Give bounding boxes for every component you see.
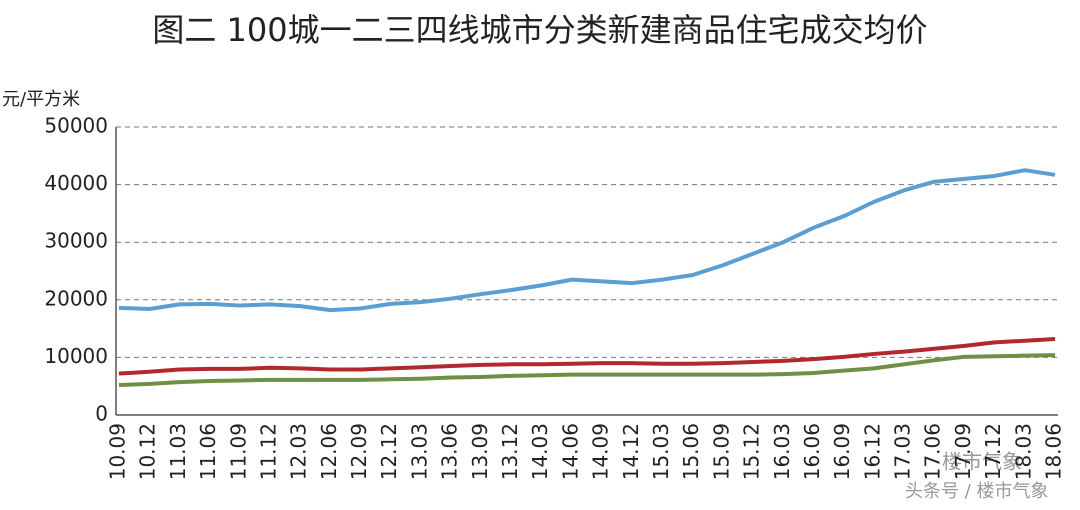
x-tick-label: 12.03 — [287, 423, 311, 480]
y-tick-label: 30000 — [44, 229, 108, 253]
x-tick-label: 11.03 — [166, 423, 190, 480]
x-tick-label: 13.06 — [438, 423, 462, 480]
x-tick-label: 17.06 — [921, 423, 945, 480]
x-tick-label: 11.06 — [196, 423, 220, 480]
line-series — [118, 168, 1056, 313]
x-tick-label: 15.09 — [709, 423, 733, 480]
x-tick-label: 12.09 — [347, 423, 371, 480]
x-tick-label: 13.09 — [468, 423, 492, 480]
x-tick-label: 12.06 — [317, 423, 341, 480]
x-tick-label: 13.12 — [498, 423, 522, 480]
x-tick-label: 17.03 — [891, 423, 915, 480]
x-tick-label: 10.09 — [106, 423, 130, 480]
x-tick-label: 15.12 — [740, 423, 764, 480]
x-tick-label: 16.06 — [800, 423, 824, 480]
line-series — [118, 353, 1056, 388]
x-tick-label: 13.03 — [407, 423, 431, 480]
x-tick-label: 10.12 — [136, 423, 160, 480]
x-tick-label: 15.06 — [679, 423, 703, 480]
x-tick-label: 12.12 — [377, 423, 401, 480]
x-tick-label: 17.09 — [951, 423, 975, 480]
x-tick-label: 16.03 — [770, 423, 794, 480]
y-axis-label: 元/平方米 — [2, 89, 80, 110]
x-tick-label: 17.12 — [981, 423, 1005, 480]
watermark: 头条号 / 楼市气象 — [905, 481, 1049, 502]
chart-title: 图二 100城一二三四线城市分类新建商品住宅成交均价 — [152, 11, 927, 49]
y-tick-label: 10000 — [44, 344, 108, 368]
x-tick-label: 11.09 — [226, 423, 250, 480]
x-tick-label: 16.12 — [860, 423, 884, 480]
x-tick-label: 14.12 — [619, 423, 643, 480]
y-tick-label: 20000 — [44, 286, 108, 310]
y-tick-label: 0 — [95, 402, 108, 426]
watermark: 楼市气象 — [942, 450, 1022, 474]
line-series — [118, 336, 1056, 376]
y-tick-label: 40000 — [44, 171, 108, 195]
x-tick-label: 15.03 — [649, 423, 673, 480]
y-tick-label: 50000 — [44, 114, 108, 138]
x-tick-label: 14.06 — [558, 423, 582, 480]
x-tick-label: 18.06 — [1042, 423, 1066, 480]
x-tick-label: 14.03 — [528, 423, 552, 480]
x-tick-label: 14.09 — [589, 423, 613, 480]
x-tick-label: 16.09 — [830, 423, 854, 480]
x-tick-label: 18.03 — [1011, 423, 1035, 480]
x-tick-label: 11.12 — [256, 423, 280, 480]
